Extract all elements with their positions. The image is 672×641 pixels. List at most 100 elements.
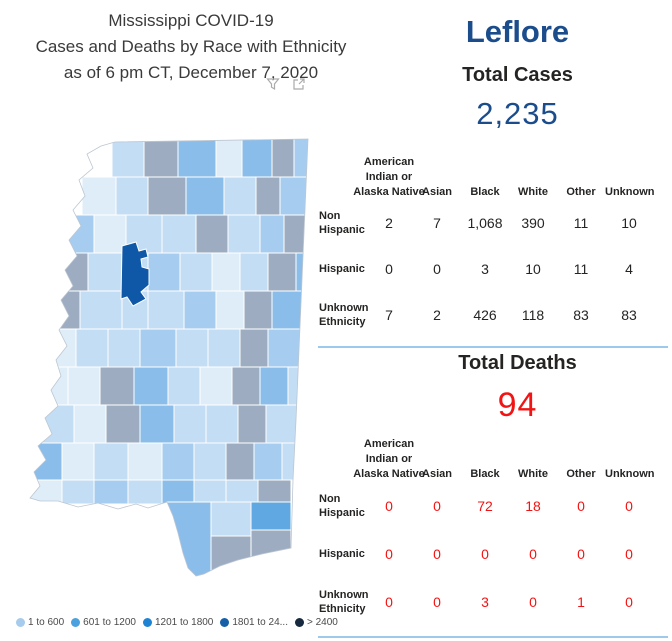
county-shape[interactable] [210,501,252,537]
county-shape[interactable] [93,214,127,254]
county-shape[interactable] [210,535,252,578]
county-shape[interactable] [161,442,195,481]
county-shape[interactable] [259,214,285,254]
leflore-county[interactable] [120,241,150,307]
county-shape[interactable] [127,479,163,505]
county-shape[interactable] [259,366,289,406]
county-shape[interactable] [279,176,312,216]
county-shape[interactable] [243,290,273,330]
county-shape[interactable] [59,214,95,254]
county-shape[interactable] [199,366,233,406]
county-shape[interactable] [79,290,123,330]
county-shape[interactable] [147,252,181,292]
legend-item[interactable]: 601 to 1200 [71,617,136,628]
county-shape[interactable] [193,479,227,505]
county-shape[interactable] [61,442,95,481]
county-shape[interactable] [227,214,261,254]
county-shape[interactable] [173,404,207,444]
county-shape[interactable] [167,366,201,406]
county-shape[interactable] [239,328,269,368]
report-title-line1: Mississippi COVID-19 [108,11,274,30]
county-shape[interactable] [139,328,177,368]
county-shape[interactable] [161,214,197,254]
table-row: Hispanic 0 0 0 0 0 0 [316,530,656,578]
county-shape[interactable] [250,501,292,531]
county-shape[interactable] [67,366,101,406]
county-shape[interactable] [250,529,292,578]
mississippi-county-map[interactable] [28,128,312,622]
county-shape[interactable] [295,252,312,292]
county-shape[interactable] [166,501,212,578]
county-shape[interactable] [185,176,225,216]
county-shape[interactable] [33,366,69,406]
county-shape[interactable] [81,176,117,216]
legend-label: 1801 to 24... [232,617,288,628]
legend-item[interactable]: 1201 to 1800 [142,617,213,628]
county-shape[interactable] [267,328,312,368]
county-shape[interactable] [271,139,295,178]
county-shape[interactable] [53,252,89,292]
county-shape[interactable] [75,328,109,368]
county-shape[interactable] [73,404,107,444]
county-shape[interactable] [183,290,217,330]
county-shape[interactable] [267,252,297,292]
county-shape[interactable] [215,290,245,330]
county-shape[interactable] [253,442,283,481]
county-shape[interactable] [225,479,259,505]
county-shape[interactable] [39,328,77,368]
county-shape[interactable] [193,442,227,481]
county-shape[interactable] [293,139,312,178]
county-shape[interactable] [147,176,187,216]
county-shape[interactable] [105,404,141,444]
county-shape[interactable] [241,139,273,178]
county-shape[interactable] [133,366,169,406]
county-shape[interactable] [115,176,149,216]
county-shape[interactable] [281,442,312,481]
county-shape[interactable] [111,139,145,178]
county-shapes[interactable] [28,139,312,578]
county-shape[interactable] [147,290,185,330]
county-shape[interactable] [179,252,213,292]
county-shape[interactable] [207,328,241,368]
county-shape[interactable] [211,252,241,292]
table-row: Hispanic 0 0 3 10 11 4 [316,246,656,292]
county-shape[interactable] [127,442,163,481]
county-shape[interactable] [37,404,75,444]
county-shape[interactable] [265,404,312,444]
county-shape[interactable] [205,404,239,444]
map-svg[interactable] [28,128,312,622]
county-shape[interactable] [61,479,95,505]
county-shape[interactable] [93,442,129,481]
focus-mode-icon[interactable] [292,77,306,91]
legend-item[interactable]: 1801 to 24... [220,617,288,628]
county-shape[interactable] [257,479,292,505]
county-shape[interactable] [177,139,217,178]
county-shape[interactable] [237,404,267,444]
county-shape[interactable] [28,479,63,505]
county-shape[interactable] [175,328,209,368]
county-shape[interactable] [139,404,175,444]
county-shape[interactable] [143,139,179,178]
county-shape[interactable] [225,442,255,481]
county-shape[interactable] [93,479,129,505]
county-shape[interactable] [283,214,312,254]
county-shape[interactable] [87,252,123,292]
county-shape[interactable] [161,479,195,505]
county-shape[interactable] [45,290,81,330]
county-shape[interactable] [231,366,261,406]
county-shape[interactable] [255,176,281,216]
total-deaths-value: 94 [497,386,538,424]
county-shape[interactable] [195,214,229,254]
county-shape[interactable] [239,252,269,292]
county-shape[interactable] [271,290,312,330]
county-shape[interactable] [215,139,243,178]
cases-table: American Indian or Alaska Native Asian Black… [316,146,656,338]
county-shape[interactable] [107,328,141,368]
legend-item[interactable]: > 2400 [294,617,338,628]
table-row: Non Hispanic 2 7 1,068 390 11 10 [316,200,656,246]
filter-icon[interactable] [266,77,280,91]
county-shape[interactable] [287,366,312,406]
county-shape[interactable] [99,366,135,406]
county-shape[interactable] [223,176,257,216]
legend-item[interactable]: 1 to 600 [16,617,64,628]
